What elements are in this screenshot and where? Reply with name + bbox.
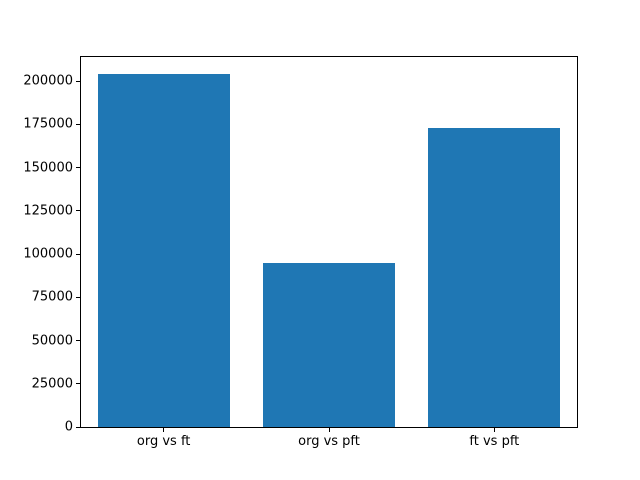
y-axis-tick-label: 100000 xyxy=(23,246,73,262)
y-tick-mark xyxy=(76,167,80,169)
y-axis-tick-label: 0 xyxy=(64,419,73,435)
y-axis-tick-label: 125000 xyxy=(23,203,73,219)
y-axis-tick-label: 175000 xyxy=(23,116,73,132)
y-tick-mark xyxy=(76,340,80,342)
x-axis-tick-label: ft vs pft xyxy=(469,434,520,449)
plot-area: 0 25000 50000 75000 100000 125000 150000 175000… xyxy=(23,56,578,448)
bar-org-vs-pft xyxy=(262,262,396,427)
y-tick-mark xyxy=(76,210,80,212)
x-tick-mark xyxy=(163,428,165,432)
y-tick-mark xyxy=(76,123,80,125)
y-axis-tick-label: 75000 xyxy=(31,289,73,305)
y-tick-mark xyxy=(76,296,80,298)
y-axis-tick-label: 200000 xyxy=(23,73,73,89)
bar-ft-vs-pft xyxy=(428,127,561,427)
bar-org-vs-ft xyxy=(97,74,230,427)
x-tick-mark xyxy=(328,428,330,432)
x-tick-mark xyxy=(493,428,495,432)
y-tick-mark xyxy=(76,253,80,255)
x-axis-tick-label: org vs ft xyxy=(136,434,191,449)
y-axis-tick-label: 50000 xyxy=(31,333,73,349)
y-axis-tick-label: 25000 xyxy=(31,376,73,392)
y-axis-tick-label: 150000 xyxy=(23,160,73,176)
y-tick-mark xyxy=(76,426,80,428)
y-tick-mark xyxy=(76,383,80,385)
x-axis-tick-label: org vs pft xyxy=(298,434,360,449)
y-tick-mark xyxy=(76,80,80,82)
